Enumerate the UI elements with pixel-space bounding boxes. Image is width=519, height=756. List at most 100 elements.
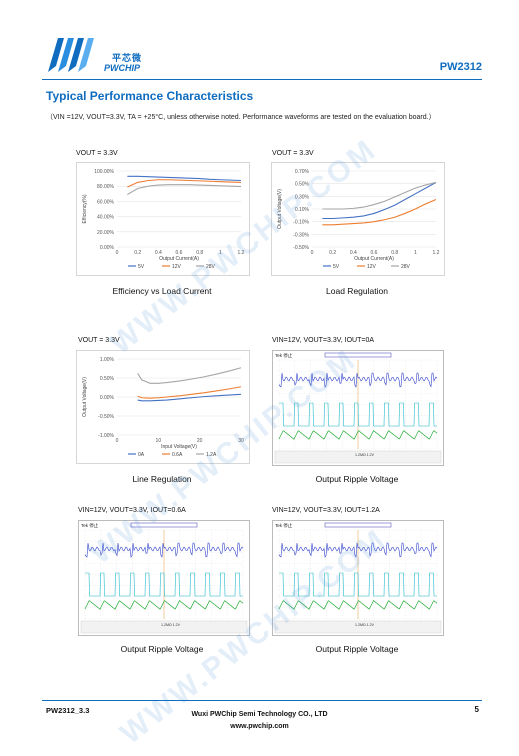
x-tick-label: 0.4 [155, 250, 162, 256]
inductor-current-trace [278, 600, 438, 610]
x-tick-label: 30 [238, 438, 244, 444]
series-line-12V [127, 179, 242, 188]
y-tick-label: 0.50% [295, 182, 310, 188]
logo-english-name: PWCHIP [104, 63, 140, 73]
legend-label: 0.6A [172, 452, 183, 458]
legend-label: 1.2A [206, 452, 217, 458]
legend-label: 28V [206, 264, 216, 270]
x-tick-label: 1 [414, 250, 417, 256]
y-axis-label: Output Voltage(V) [82, 377, 88, 417]
test-conditions: （VIN =12V, VOUT=3.3V, TA = +25°C, unless… [46, 114, 436, 121]
series-line-5V [322, 181, 437, 220]
inductor-current-trace [84, 600, 244, 610]
legend-label: 5V [138, 264, 145, 270]
load-regulation-chart: -0.50% -0.30% -0.10% 0.10% 0.30% 0.50% 0.70% 0 0… [271, 162, 445, 276]
chart-1-condition: VOUT = 3.3V [76, 150, 118, 157]
scope-3-condition: VIN=12V, VOUT=3.3V, IOUT=1.2A [272, 507, 380, 514]
y-tick-label: 0.00% [100, 245, 115, 251]
x-axis-label: Output Current(A) [159, 256, 199, 262]
switch-node-trace [279, 572, 437, 597]
y-tick-label: -0.30% [293, 232, 309, 238]
y-tick-label: 0.70% [295, 169, 310, 175]
x-tick-label: 0 [116, 250, 119, 256]
y-tick-label: -1.00% [98, 433, 114, 439]
series-line-5V [127, 175, 242, 182]
chart-2-condition: VOUT = 3.3V [272, 150, 314, 157]
scope-record-bar [324, 352, 392, 358]
footer-company: Wuxi PWChip Semi Technology CO., LTD [191, 711, 328, 718]
efficiency-chart: 0.00% 20.00% 40.00% 60.00% 80.00% 100.00% 0 0.2… [76, 162, 250, 276]
scope-1-caption: Output Ripple Voltage [315, 474, 399, 484]
x-axis-label: Output Current(A) [354, 256, 394, 262]
x-tick-label: 0.2 [134, 250, 141, 256]
x-tick-label: 0.8 [391, 250, 398, 256]
x-tick-label: 20 [197, 438, 203, 444]
scope-2-caption: Output Ripple Voltage [120, 644, 204, 654]
y-tick-label: 0.00% [100, 395, 115, 401]
scope-run-status: Tek 停止 [275, 352, 293, 359]
x-tick-label: 0.6 [176, 250, 183, 256]
scope-readout-bar [274, 620, 442, 634]
y-axis-label: Efficiency(%) [82, 194, 88, 223]
y-tick-label: 100.00% [94, 169, 114, 175]
ripple-trace [278, 542, 438, 558]
chart-1-caption: Efficiency vs Load Current [112, 286, 212, 296]
y-tick-label: 1.00% [100, 357, 115, 363]
series-line-0A [137, 393, 242, 402]
legend-label: 28V [401, 264, 411, 270]
x-tick-label: 0 [116, 438, 119, 444]
header-divider [42, 79, 482, 80]
ripple-trace [84, 542, 244, 558]
y-tick-label: 80.00% [97, 184, 115, 190]
scope-readout-bar [274, 450, 442, 464]
x-tick-label: 0.2 [329, 250, 336, 256]
line-regulation-chart: -1.00% -0.50% 0.00% 0.50% 1.00% 0 10 20 30 Input … [76, 350, 250, 464]
scope-3-caption: Output Ripple Voltage [315, 644, 399, 654]
y-tick-label: 40.00% [97, 215, 115, 221]
ripple-scope-0.6a: Tek 停止 1.2MΩ 1.2V [78, 520, 250, 636]
legend-label: 5V [333, 264, 340, 270]
x-tick-label: 0 [311, 250, 314, 256]
legend-label: 12V [172, 264, 182, 270]
x-axis-label: Input Voltage(V) [161, 444, 197, 450]
footer-doc-id: PW2312_3.3 [46, 706, 90, 715]
scope-readout-bar [80, 620, 248, 634]
ripple-scope-1.2a: Tek 停止 1.2MΩ 1.2V [272, 520, 444, 636]
scope-run-status: Tek 停止 [81, 522, 99, 529]
scope-record-bar [130, 522, 198, 528]
x-tick-label: 1.2 [238, 250, 245, 256]
y-tick-label: -0.50% [293, 245, 309, 251]
ripple-scope-0a: Tek 停止 1.2MΩ 1.2V [272, 350, 444, 466]
scope-1-condition: VIN=12V, VOUT=3.3V, IOUT=0A [272, 337, 375, 344]
switch-node-trace [85, 572, 243, 597]
scope-run-status: Tek 停止 [275, 522, 293, 529]
x-tick-label: 1.2 [433, 250, 440, 256]
scope-record-bar [324, 522, 392, 528]
y-tick-label: -0.50% [98, 414, 114, 420]
y-axis-label: Output Voltage(V) [277, 189, 283, 229]
y-tick-label: 20.00% [97, 230, 115, 236]
section-title: Typical Performance Characteristics [46, 89, 254, 103]
x-tick-label: 0.4 [350, 250, 357, 256]
ripple-trace [278, 372, 438, 388]
y-tick-label: -0.10% [293, 220, 309, 226]
footer-divider [42, 700, 482, 701]
scope-readout: 1.2MΩ 1.2V [161, 623, 181, 627]
legend-label: 0A [138, 452, 145, 458]
y-tick-label: 60.00% [97, 199, 115, 205]
company-logo [48, 38, 94, 72]
footer-website[interactable]: www.pwchip.com [230, 723, 289, 730]
chart-3-caption: Line Regulation [132, 474, 192, 484]
series-line-28V [127, 184, 242, 196]
series-line-28V [322, 181, 437, 210]
chart-2-caption: Load Regulation [326, 286, 388, 296]
x-tick-label: 0.6 [371, 250, 378, 256]
chart-3-condition: VOUT = 3.3V [78, 337, 120, 344]
y-tick-label: 0.10% [295, 207, 310, 213]
scope-2-condition: VIN=12V, VOUT=3.3V, IOUT=0.6A [78, 507, 186, 514]
scope-readout: 1.2MΩ 1.2V [355, 623, 375, 627]
logo-chinese-name: 平芯微 [112, 53, 143, 63]
series-line-0.6A [137, 386, 242, 399]
series-line-12V [322, 198, 437, 226]
series-line-1.2A [137, 367, 242, 384]
